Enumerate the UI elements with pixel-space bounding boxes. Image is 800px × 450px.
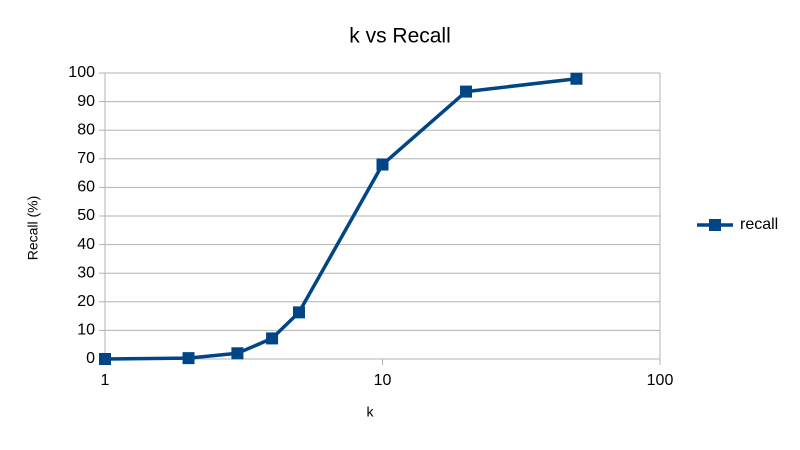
y-tick-label: 40 (77, 236, 95, 253)
y-tick-label: 90 (77, 93, 95, 110)
chart-title: k vs Recall (349, 25, 451, 48)
data-point (231, 347, 244, 360)
data-point (182, 352, 195, 365)
data-point (460, 85, 473, 98)
y-tick-label: 0 (86, 350, 95, 367)
data-point (292, 306, 305, 319)
y-axis-title: Recall (%) (25, 196, 41, 261)
legend-marker (709, 219, 721, 231)
y-tick-label: 100 (68, 64, 95, 81)
y-tick-label: 10 (77, 322, 95, 339)
x-tick-label: 1 (101, 372, 110, 389)
data-line (104, 76, 577, 361)
x-axis-title: k (367, 404, 375, 420)
data-point (376, 158, 389, 171)
data-point (266, 332, 279, 345)
y-tick-label: 60 (77, 179, 95, 196)
data-point (99, 353, 111, 365)
y-tick-label: 80 (77, 121, 95, 138)
x-tick-label: 100 (647, 372, 674, 389)
y-tick-label: 70 (77, 150, 95, 167)
y-tick-label: 50 (77, 207, 95, 224)
data-point (570, 72, 583, 85)
y-tick-label: 30 (77, 264, 95, 281)
legend-label: recall (740, 216, 778, 233)
x-tick-label: 10 (374, 372, 392, 389)
y-tick-label: 20 (77, 293, 95, 310)
